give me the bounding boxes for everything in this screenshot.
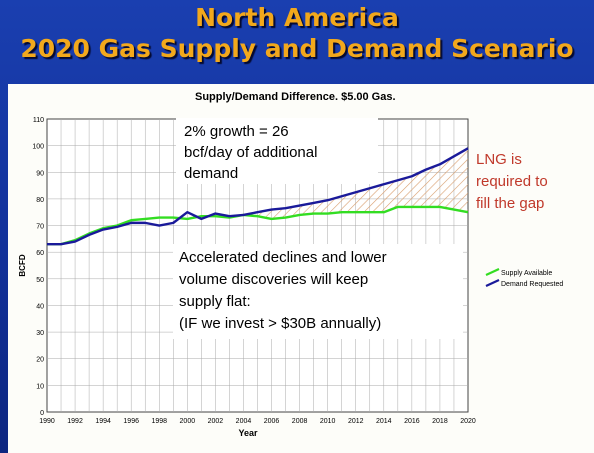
line-chart: Supply/Demand Difference. $5.00 Gas. 0 10… xyxy=(18,91,563,438)
decline-annotation-box xyxy=(173,244,463,339)
lng-annotation-line: LNG is xyxy=(476,151,522,168)
x-tick-label: 2012 xyxy=(348,418,364,425)
x-tick-label: 2002 xyxy=(208,418,224,425)
slide-title: North America 2020 Gas Supply and Demand… xyxy=(0,2,594,64)
x-tick-label: 1996 xyxy=(123,418,139,425)
growth-annotation-line: demand xyxy=(184,165,238,182)
y-tick-label: 90 xyxy=(36,170,44,177)
legend-label: Supply Available xyxy=(501,270,552,277)
x-tick-label: 2016 xyxy=(404,418,420,425)
y-tick-label: 60 xyxy=(36,250,44,257)
chart-panel: Supply/Demand Difference. $5.00 Gas. 0 10… xyxy=(8,84,594,453)
x-tick-label: 2006 xyxy=(264,418,280,425)
x-axis-label: Year xyxy=(238,428,258,438)
y-tick-label: 0 xyxy=(40,410,44,417)
decline-annotation-line: volume discoveries will keep xyxy=(179,271,368,288)
y-tick-label: 10 xyxy=(36,383,44,390)
x-tick-label: 2008 xyxy=(292,418,308,425)
decline-annotation-line: supply flat: xyxy=(179,293,251,310)
y-tick-label: 20 xyxy=(36,357,44,364)
x-tick-label: 1998 xyxy=(151,418,167,425)
decline-annotation-line: (IF we invest > $30B annually) xyxy=(179,315,381,332)
growth-annotation-line: 2% growth = 26 xyxy=(184,123,289,140)
y-tick-label: 50 xyxy=(36,277,44,284)
supply-available-line xyxy=(47,205,469,246)
supply-gap-hatch xyxy=(243,148,468,219)
x-tick-label: 1992 xyxy=(67,418,83,425)
y-tick-label: 110 xyxy=(33,117,44,124)
y-tick-label: 100 xyxy=(32,144,44,151)
decline-annotation-line: Accelerated declines and lower xyxy=(179,249,387,266)
slide-title-line1: North America xyxy=(195,3,399,32)
y-tick-label: 80 xyxy=(36,197,44,204)
legend-label: Demand Requested xyxy=(501,281,563,288)
y-tick-label: 40 xyxy=(36,303,44,310)
legend-swatch xyxy=(485,279,500,287)
legend-swatch xyxy=(485,268,500,276)
x-tick-label: 2004 xyxy=(236,418,252,425)
chart-title: Supply/Demand Difference. $5.00 Gas. xyxy=(195,91,396,103)
y-tick-label: 70 xyxy=(36,224,44,231)
lng-annotation-line: required to xyxy=(476,173,548,190)
x-tick-label: 2014 xyxy=(376,418,392,425)
growth-annotation-line: bcf/day of additional xyxy=(184,144,317,161)
x-tick-label: 2010 xyxy=(320,418,336,425)
slide-title-line2: 2020 Gas Supply and Demand Scenario xyxy=(20,34,574,63)
y-tick-label: 30 xyxy=(36,330,44,337)
x-tick-label: 1990 xyxy=(39,418,55,425)
x-tick-label: 2000 xyxy=(180,418,196,425)
lng-annotation-line: fill the gap xyxy=(476,195,544,212)
demand-requested-line xyxy=(47,147,469,246)
x-tick-label: 2020 xyxy=(460,418,476,425)
x-tick-label: 1994 xyxy=(95,418,111,425)
x-tick-label: 2018 xyxy=(432,418,448,425)
growth-annotation-box xyxy=(176,118,378,184)
y-axis-label: BCFD xyxy=(18,254,27,276)
